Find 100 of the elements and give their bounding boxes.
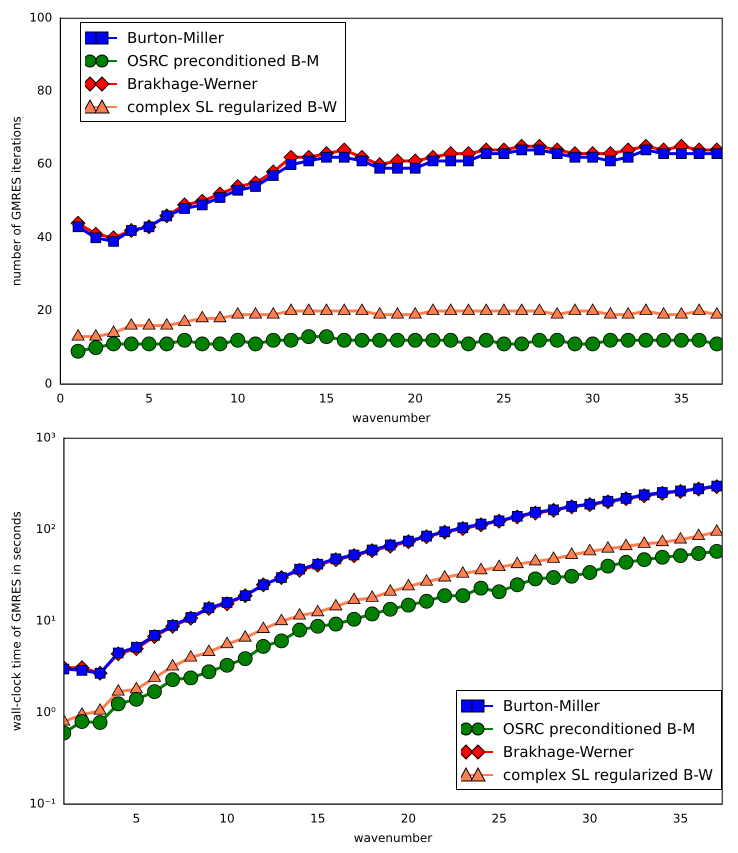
point (92, 715, 108, 730)
point (410, 162, 421, 174)
point (110, 696, 126, 712)
point (463, 156, 474, 166)
point (266, 332, 281, 348)
x-tick-label: 25 (496, 392, 512, 406)
point (711, 480, 722, 492)
point (303, 156, 314, 166)
point (72, 221, 84, 232)
point (691, 546, 706, 561)
x-tick-label: 25 (491, 812, 507, 826)
legend-label: OSRC preconditioned B-M (127, 52, 320, 70)
point (516, 144, 528, 156)
point (638, 332, 654, 348)
point (564, 568, 580, 584)
point (426, 332, 440, 348)
point (455, 588, 470, 604)
point (319, 329, 334, 344)
point (603, 332, 618, 348)
point (328, 616, 344, 632)
point (528, 571, 543, 586)
x-tick-label: 10 (230, 392, 246, 406)
point (301, 329, 316, 344)
point (587, 152, 598, 163)
point (128, 692, 144, 707)
point (183, 670, 198, 686)
x-tick-label: 15 (310, 812, 326, 826)
point (321, 152, 332, 163)
x-tick-label: 35 (674, 392, 690, 406)
point (88, 340, 104, 355)
point (674, 332, 689, 348)
point (428, 156, 438, 166)
point (474, 580, 488, 596)
point (390, 332, 405, 348)
point (514, 336, 530, 352)
legend-label: Brakhage-Werner (502, 742, 634, 760)
legend-label: OSRC preconditioned B-M (502, 720, 696, 738)
point (286, 159, 296, 170)
point (214, 192, 226, 203)
point (374, 162, 386, 174)
point (622, 152, 634, 163)
point (220, 658, 234, 673)
point (72, 329, 85, 341)
x-tick-label: 35 (672, 812, 688, 826)
x-tick-label: 30 (582, 812, 598, 826)
point (292, 622, 307, 638)
point (76, 665, 88, 676)
point (196, 200, 208, 210)
point (620, 332, 636, 348)
point (692, 332, 707, 348)
point (656, 332, 672, 348)
point (194, 336, 210, 352)
point (392, 162, 403, 174)
point (160, 318, 174, 330)
point (534, 144, 545, 156)
point (230, 332, 246, 348)
x-tick-label: 20 (408, 392, 423, 406)
point (570, 152, 580, 163)
point (419, 594, 434, 609)
point (401, 598, 416, 612)
point (618, 554, 634, 570)
y-tick-label: 10¹ (36, 613, 56, 628)
point (673, 548, 688, 564)
y-tick-label: 10³ (36, 430, 56, 444)
point (658, 148, 669, 159)
point (510, 577, 525, 592)
y-tick-label: 10² (36, 522, 56, 536)
point (546, 570, 561, 585)
point (147, 684, 162, 700)
point (585, 336, 600, 352)
x-tick-label: 15 (318, 392, 334, 406)
legend-label: Burton-Miller (127, 28, 224, 46)
point (202, 664, 216, 680)
y-tick-label: 10⁰ (36, 704, 56, 719)
point (694, 148, 704, 159)
point (256, 639, 271, 654)
point (338, 152, 350, 163)
y-tick-label: 80 (37, 84, 52, 98)
point (90, 232, 102, 244)
point (605, 156, 616, 166)
x-axis-title: wavenumber (352, 410, 431, 425)
point (89, 329, 102, 341)
point (676, 148, 687, 159)
point (177, 332, 192, 348)
legend-label: Brakhage-Werner (127, 74, 258, 92)
point (532, 332, 547, 348)
y-tick-label: 20 (37, 303, 52, 318)
point (274, 633, 289, 648)
y-tick-label: 100 (29, 10, 52, 24)
point (445, 156, 456, 166)
y-tick-label: 0 (44, 376, 52, 390)
point (478, 332, 494, 348)
point (461, 336, 476, 352)
x-axis-title: wavenumber (354, 830, 432, 845)
point (159, 336, 174, 352)
point (640, 144, 652, 156)
point (552, 148, 563, 159)
point (600, 558, 616, 574)
point (498, 148, 510, 159)
point (654, 550, 670, 565)
